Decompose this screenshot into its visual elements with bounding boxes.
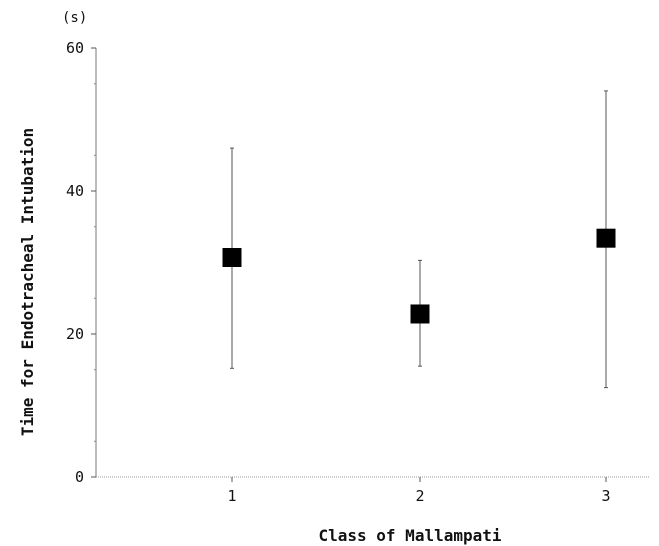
y-unit-label: (s): [62, 10, 87, 26]
mean-marker: [410, 304, 430, 324]
x-tick-label: 3: [601, 487, 610, 505]
x-tick-label: 2: [415, 487, 424, 505]
x-ticks: 1 2 3: [227, 477, 611, 505]
markers: [222, 228, 616, 324]
y-tick-label: 40: [66, 182, 84, 200]
mean-marker: [222, 247, 242, 267]
y-ticks: 0 20 40 60: [66, 39, 96, 486]
y-tick-label: 20: [66, 325, 84, 343]
mean-marker: [596, 228, 616, 248]
x-tick-label: 1: [227, 487, 236, 505]
y-tick-label: 0: [75, 468, 84, 486]
y-axis-title: Time for Endotracheal Intubation: [18, 128, 37, 436]
y-tick-label: 60: [66, 39, 84, 57]
x-axis-title: Class of Mallampati: [318, 526, 501, 545]
error-bars: [230, 90, 608, 389]
